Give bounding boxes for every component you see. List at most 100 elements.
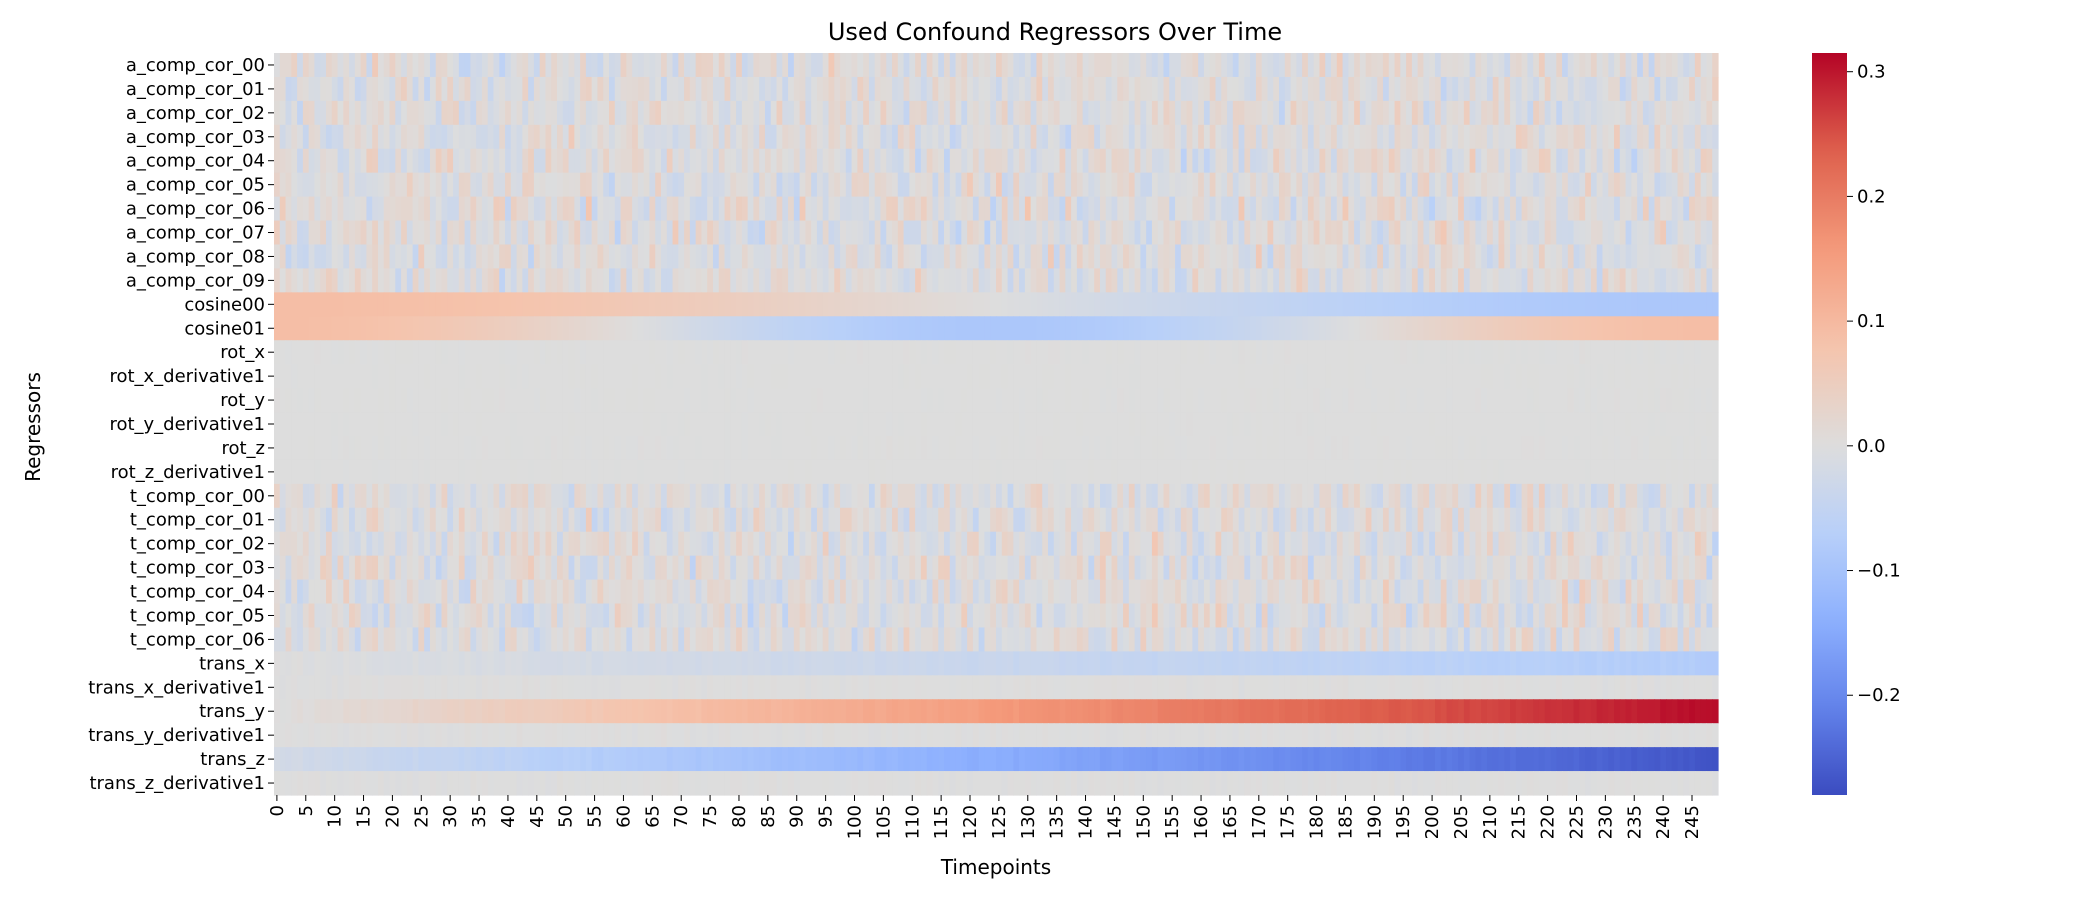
- heatmap-cell: [1614, 388, 1621, 413]
- heatmap-cell: [418, 196, 425, 222]
- heatmap-cell: [1671, 172, 1679, 198]
- heatmap-cell: [684, 244, 691, 270]
- heatmap-cell: [1434, 507, 1442, 533]
- heatmap-cell: [505, 196, 512, 222]
- heatmap-cell: [712, 292, 720, 317]
- heatmap-cell: [1284, 459, 1292, 485]
- heatmap-cell: [926, 292, 934, 317]
- heatmap-cell: [343, 483, 350, 509]
- heatmap-cell: [816, 340, 824, 365]
- heatmap-cell: [938, 196, 945, 222]
- heatmap-cell: [1712, 292, 1719, 317]
- heatmap-cell: [1296, 53, 1303, 78]
- heatmap-cell: [557, 100, 564, 126]
- heatmap-cell: [1452, 459, 1459, 485]
- heatmap-cell: [1053, 220, 1061, 246]
- heatmap-cell: [1458, 292, 1465, 317]
- heatmap-cell: [1463, 268, 1471, 293]
- heatmap-cell: [712, 388, 720, 413]
- heatmap-cell: [1533, 316, 1540, 341]
- heatmap-cell: [389, 124, 396, 150]
- heatmap-cell: [453, 412, 460, 437]
- heatmap-cell: [274, 220, 281, 246]
- heatmap-cell: [718, 507, 726, 533]
- heatmap-cell: [1227, 244, 1234, 270]
- heatmap-cell: [649, 340, 656, 365]
- heatmap-cell: [516, 148, 523, 174]
- heatmap-cell: [1302, 435, 1309, 461]
- heatmap-cell: [1619, 388, 1627, 413]
- heatmap-cell: [603, 340, 610, 365]
- heatmap-cell: [880, 364, 887, 389]
- heatmap-cell: [291, 316, 298, 341]
- heatmap-cell: [458, 76, 466, 102]
- heatmap-cell: [308, 412, 316, 437]
- heatmap-cell: [1440, 507, 1448, 533]
- heatmap-cell: [1319, 364, 1326, 389]
- heatmap-cell: [1712, 316, 1719, 341]
- heatmap-cell: [1261, 148, 1269, 174]
- heatmap-cell: [701, 268, 708, 293]
- heatmap-cell: [620, 53, 627, 78]
- heatmap-cell: [753, 364, 760, 389]
- heatmap-cell: [562, 292, 570, 317]
- heatmap-cell: [1411, 53, 1419, 78]
- heatmap-cell: [851, 340, 858, 365]
- heatmap-cell: [1047, 388, 1055, 413]
- heatmap-cell: [868, 148, 876, 174]
- heatmap-cell: [1406, 412, 1413, 437]
- heatmap-cell: [926, 412, 934, 437]
- heatmap-cell: [967, 196, 974, 222]
- heatmap-cell: [880, 388, 887, 413]
- heatmap-cell: [903, 148, 910, 174]
- heatmap-cell: [1608, 364, 1615, 389]
- heatmap-cell: [528, 148, 535, 174]
- heatmap-cell: [1602, 244, 1609, 270]
- heatmap-cell: [1313, 340, 1321, 365]
- heatmap-cell: [1411, 412, 1419, 437]
- heatmap-cell: [337, 388, 344, 413]
- heatmap-cell: [1198, 124, 1205, 150]
- heatmap-cell: [1585, 53, 1592, 78]
- heatmap-cell: [747, 196, 755, 222]
- heatmap-cell: [1157, 220, 1165, 246]
- heatmap-cell: [990, 100, 997, 126]
- heatmap-cell: [493, 53, 500, 78]
- heatmap-cell: [1151, 412, 1159, 437]
- heatmap-cell: [1562, 507, 1569, 533]
- heatmap-cell: [1573, 388, 1580, 413]
- heatmap-cell: [574, 483, 581, 509]
- heatmap-cell: [1059, 292, 1066, 317]
- heatmap-cell: [1486, 268, 1494, 293]
- heatmap-cell: [1406, 364, 1413, 389]
- heatmap-cell: [516, 435, 523, 461]
- heatmap-cell: [349, 172, 356, 198]
- heatmap-cell: [1065, 507, 1072, 533]
- heatmap-cell: [1429, 148, 1436, 174]
- heatmap-cell: [660, 268, 668, 293]
- heatmap-cell: [944, 435, 951, 461]
- heatmap-cell: [481, 220, 489, 246]
- heatmap-cell: [533, 507, 541, 533]
- heatmap-cell: [1382, 340, 1390, 365]
- heatmap-cell: [1053, 53, 1061, 78]
- heatmap-cell: [753, 124, 760, 150]
- heatmap-cell: [880, 507, 887, 533]
- heatmap-cell: [1342, 364, 1349, 389]
- heatmap-cell: [764, 340, 772, 365]
- heatmap-cell: [805, 483, 812, 509]
- heatmap-cell: [603, 459, 610, 485]
- heatmap-cell: [1481, 435, 1488, 461]
- heatmap-cell: [718, 172, 726, 198]
- heatmap-cell: [354, 364, 362, 389]
- heatmap-cell: [568, 100, 575, 126]
- heatmap-cell: [418, 435, 425, 461]
- heatmap-cell: [1567, 292, 1575, 317]
- heatmap-cell: [395, 100, 402, 126]
- heatmap-cell: [788, 220, 795, 246]
- heatmap-cell: [643, 100, 651, 126]
- heatmap-cell: [557, 507, 564, 533]
- heatmap-cell: [1227, 483, 1234, 509]
- heatmap-cell: [424, 244, 431, 270]
- heatmap-cell: [1042, 507, 1049, 533]
